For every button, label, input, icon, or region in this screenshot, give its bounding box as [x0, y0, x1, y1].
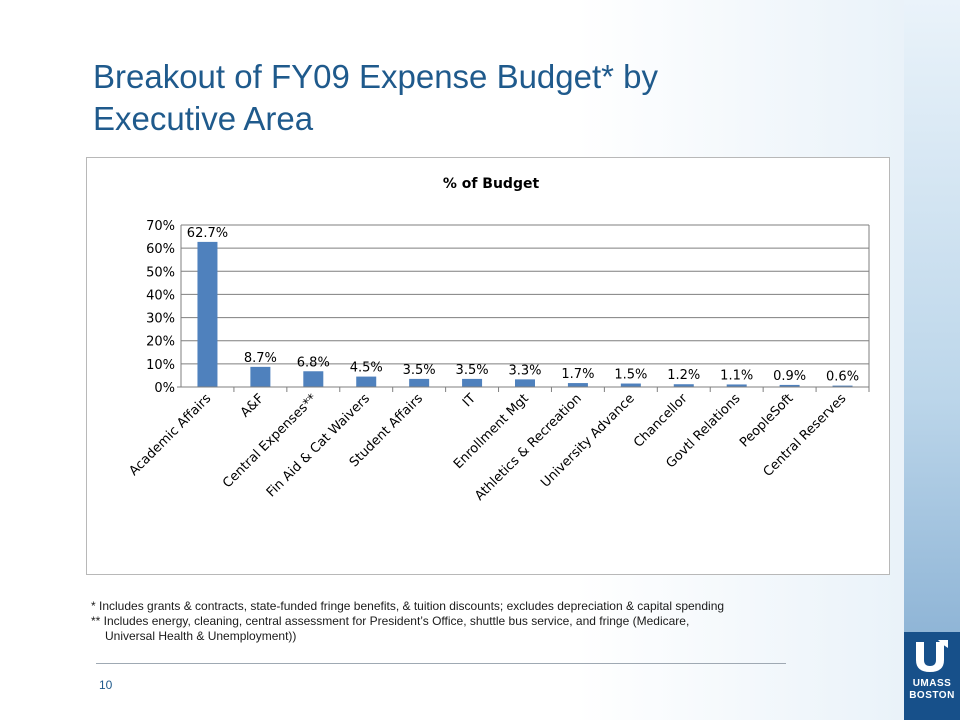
data-label: 1.2%: [667, 368, 700, 383]
bar: [303, 371, 324, 387]
footnotes: * Includes grants & contracts, state-fun…: [91, 599, 871, 644]
y-tick-labels: 0% 10% 20% 30% 40% 50% 60% 70%: [146, 219, 175, 396]
data-label: 3.5%: [456, 363, 489, 378]
data-label: 1.5%: [614, 368, 647, 383]
bar: [515, 379, 535, 387]
data-label: 0.9%: [773, 369, 806, 384]
chart-title: % of Budget: [443, 176, 540, 192]
axes: [177, 225, 870, 392]
bar: [197, 241, 218, 387]
y-tick-label: 0%: [154, 381, 175, 396]
y-tick-label: 10%: [146, 358, 175, 373]
bar: [673, 384, 694, 387]
x-tick-label: University Advance: [538, 391, 637, 490]
data-label: 0.6%: [826, 370, 859, 385]
x-tick-label: Fin Aid & Cat Waivers: [264, 391, 373, 500]
x-tick-label: Academic Affairs: [127, 391, 215, 479]
data-label: 62.7%: [187, 226, 228, 241]
x-tick-label: A&F: [238, 391, 267, 420]
data-label: 8.7%: [244, 351, 277, 366]
side-gradient-strip: [904, 0, 960, 720]
page-number: 10: [99, 678, 113, 692]
bar: [832, 385, 853, 387]
data-label: 3.3%: [508, 363, 541, 378]
bar: [462, 378, 483, 387]
bar: [567, 383, 588, 387]
bar: [409, 378, 430, 387]
gridlines: [181, 224, 869, 365]
slide-title-line1: Breakout of FY09 Expense Budget* by: [93, 58, 659, 95]
bars: [197, 241, 853, 387]
x-tick-label: Central Expenses**: [220, 391, 320, 491]
slide-title-line2: Executive Area: [93, 100, 314, 137]
bar: [726, 384, 747, 387]
x-tick-label: Athletics & Recreation: [472, 391, 585, 504]
footnote-2: ** Includes energy, cleaning, central as…: [91, 614, 690, 628]
footnote-1: * Includes grants & contracts, state-fun…: [91, 599, 725, 613]
data-labels: 62.7% 8.7% 6.8% 4.5% 3.5% 3.5% 3.3% 1.7% 1.5% 1.2…: [187, 226, 859, 385]
y-tick-label: 30%: [146, 312, 175, 327]
y-tick-label: 50%: [146, 265, 175, 280]
chart-svg: % of Budget 0% 10% 20% 30% 40% 50% 60% 70% 62.7…: [127, 176, 870, 504]
footnote-3: Universal Health & Unemployment)): [105, 629, 297, 643]
y-tick-label: 70%: [146, 219, 175, 234]
logo-text-boston: BOSTON: [909, 690, 955, 701]
bar: [620, 383, 641, 387]
data-label: 4.5%: [350, 361, 383, 376]
footer-divider: [96, 663, 786, 664]
slide-title: Breakout of FY09 Expense Budget* by Exec…: [93, 56, 853, 140]
bar: [356, 376, 377, 387]
x-tick-label: IT: [460, 391, 479, 410]
logo-text-umass: UMASS: [912, 678, 952, 689]
bar: [250, 366, 271, 387]
y-tick-label: 60%: [146, 242, 175, 257]
data-label: 6.8%: [297, 355, 330, 370]
y-tick-label: 40%: [146, 288, 175, 303]
budget-chart: % of Budget 0% 10% 20% 30% 40% 50% 60% 70% 62.7…: [86, 157, 890, 575]
umass-logo-mark-icon: [916, 640, 948, 672]
data-label: 3.5%: [403, 363, 436, 378]
bar: [779, 384, 800, 387]
data-label: 1.7%: [561, 367, 594, 382]
umass-boston-logo: UMASS BOSTON: [904, 632, 960, 720]
data-label: 1.1%: [720, 368, 753, 383]
y-tick-label: 20%: [146, 335, 175, 350]
